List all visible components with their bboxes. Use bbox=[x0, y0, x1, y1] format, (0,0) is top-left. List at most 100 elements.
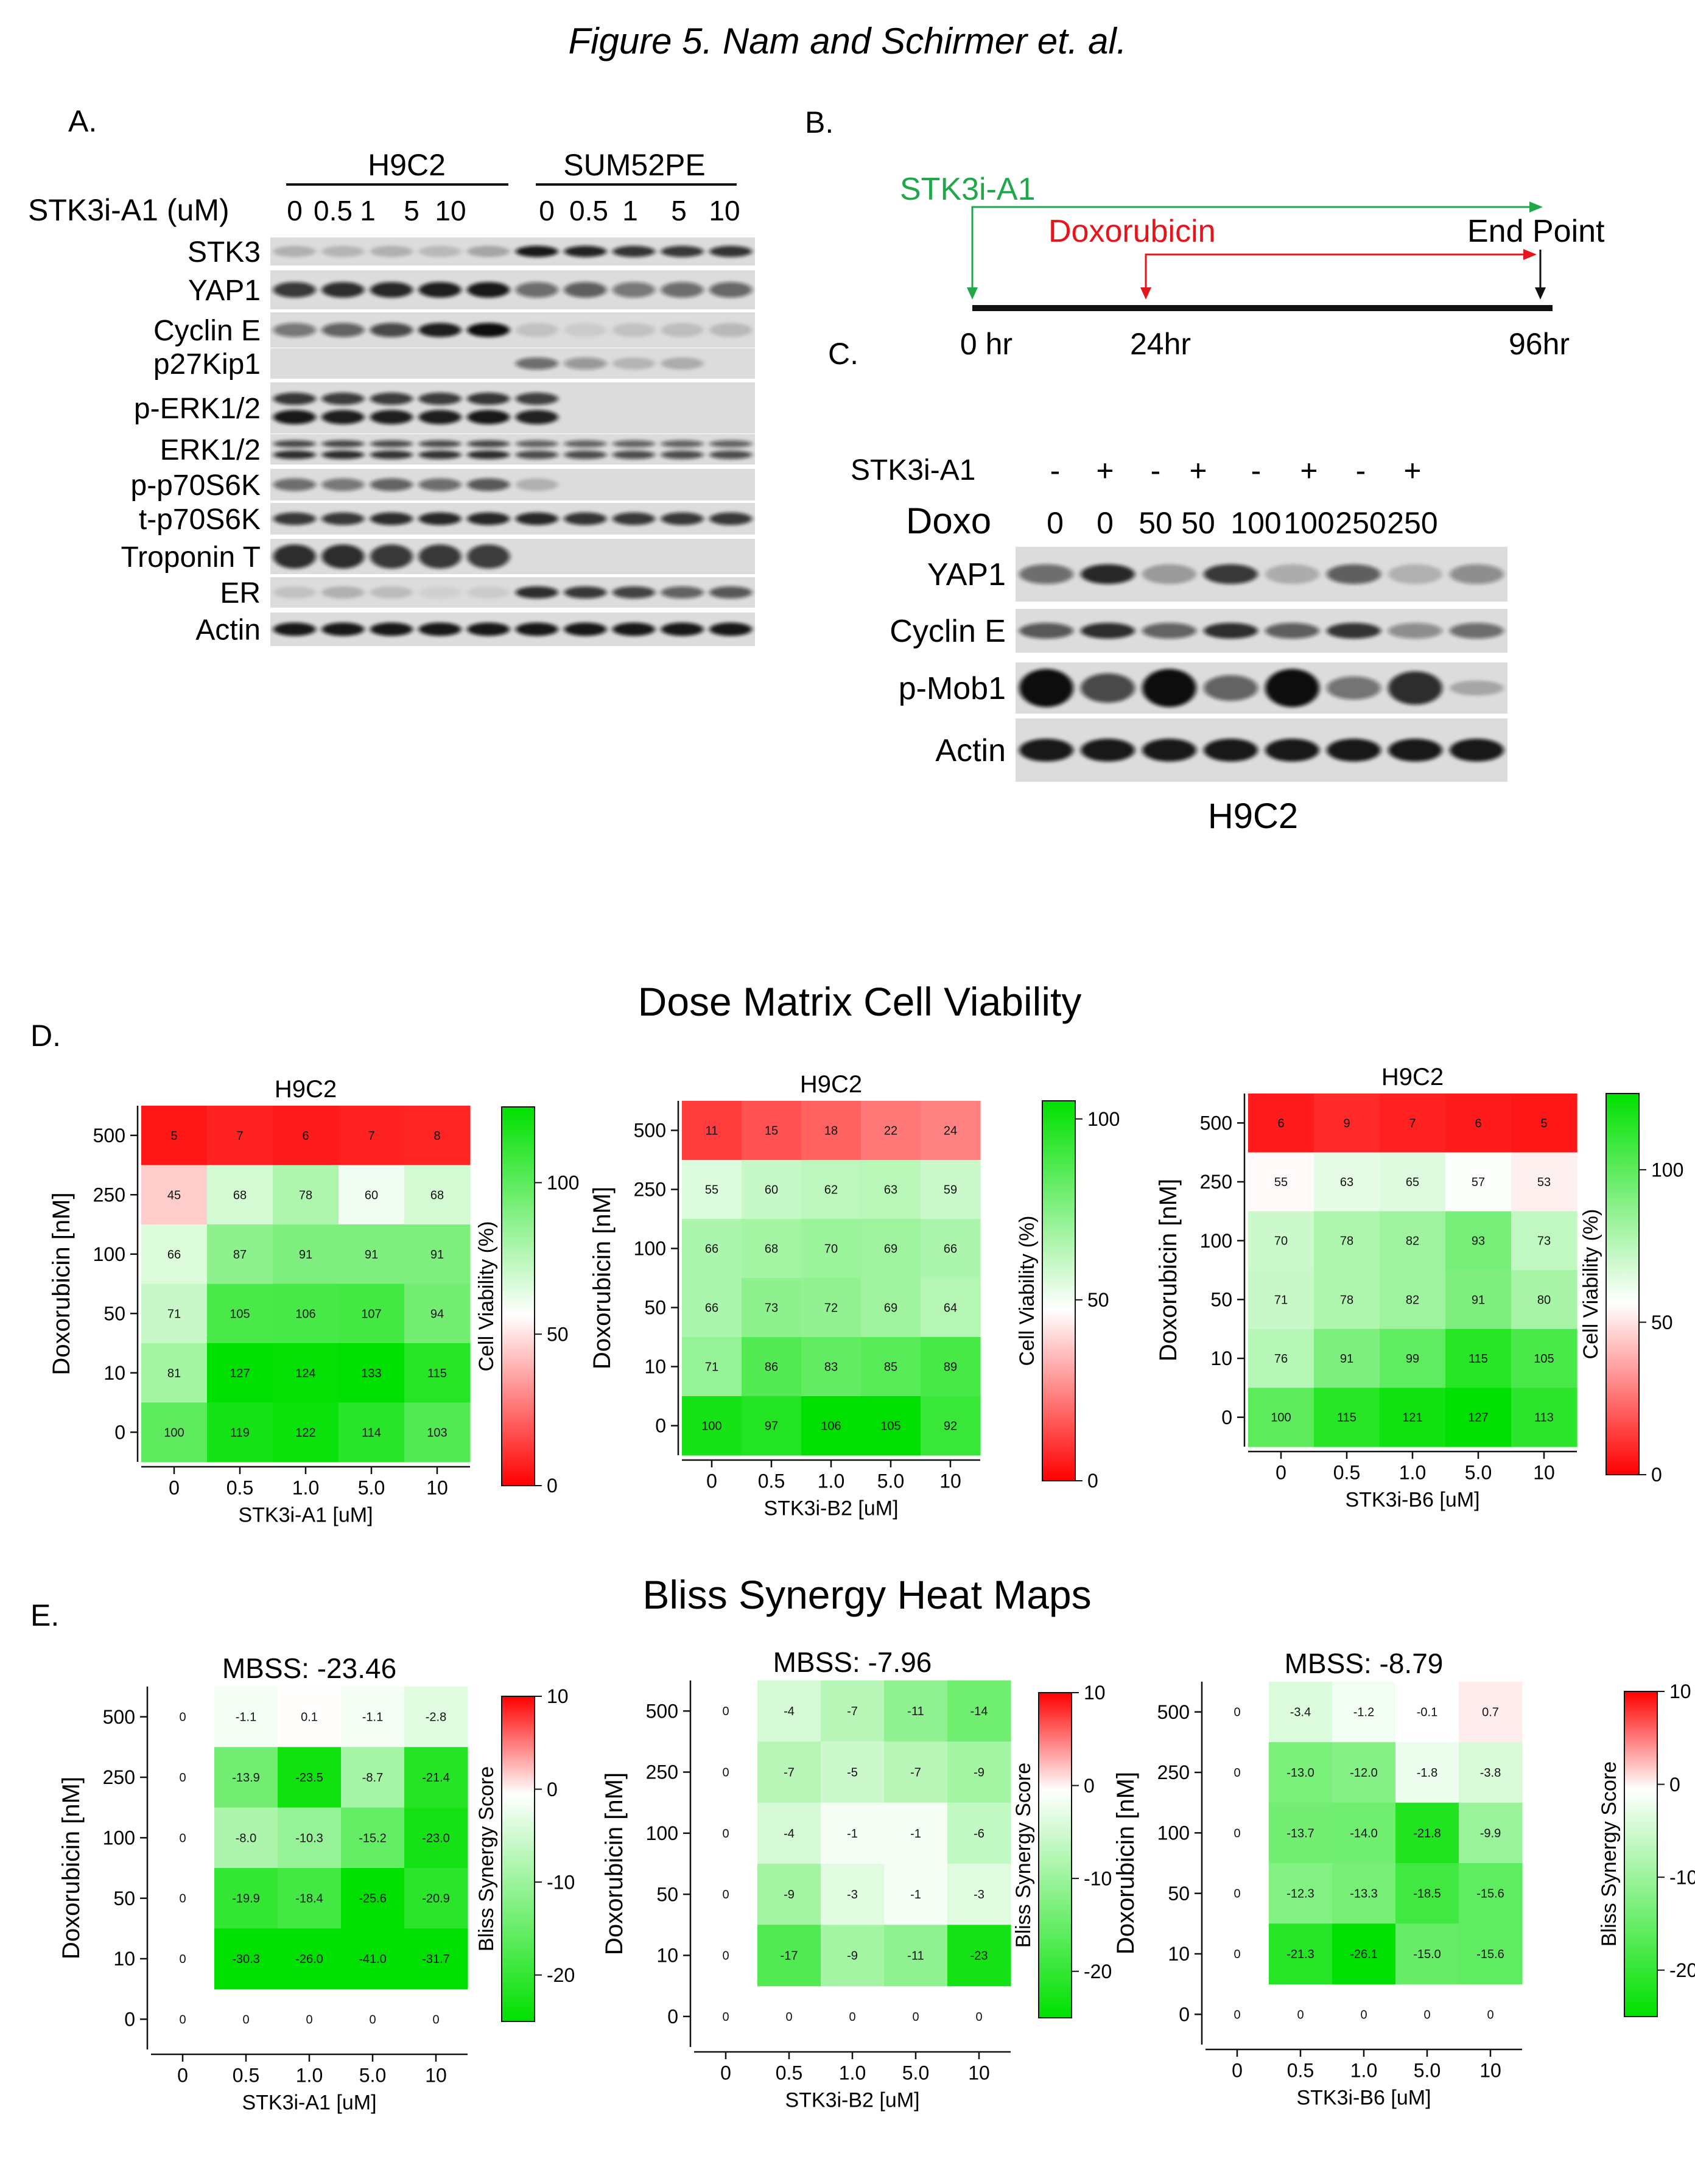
cell-value: 106 bbox=[295, 1307, 315, 1321]
y-tick-label: 0 bbox=[1179, 2004, 1190, 2026]
heatmap-cell bbox=[861, 1160, 921, 1220]
y-axis-label: Doxorubicin [nM] bbox=[1155, 1179, 1182, 1361]
panel-c: C. STK3i-A1 Doxo - + - + - + - +0 0 50 50 100 100 250… bbox=[828, 337, 1507, 836]
band bbox=[661, 622, 704, 636]
cell-value: 68 bbox=[430, 1189, 444, 1202]
blot-label: STK3 bbox=[188, 236, 261, 269]
cell-value: 0 bbox=[1234, 1706, 1240, 1719]
cell-value: 94 bbox=[430, 1307, 444, 1321]
heatmap-cell bbox=[801, 1396, 862, 1456]
band bbox=[370, 451, 413, 459]
y-tick-label: 50 bbox=[1210, 1289, 1232, 1311]
panel-c-letter: C. bbox=[828, 337, 858, 371]
heatmap-cell bbox=[1248, 1094, 1314, 1153]
band bbox=[1450, 680, 1504, 696]
band bbox=[1081, 623, 1135, 639]
band bbox=[564, 323, 607, 337]
x-tick-label: 5.0 bbox=[359, 2065, 386, 2087]
cell-value: 6 bbox=[1475, 1117, 1481, 1130]
y-tick-label: 10 bbox=[113, 1948, 135, 1970]
heatmap-cell bbox=[1332, 1802, 1396, 1864]
colorbar-label: Bliss Synergy Score bbox=[1012, 1763, 1035, 1948]
y-axis-label: Doxorubicin [nM] bbox=[48, 1192, 75, 1375]
cell-value: -14.0 bbox=[1350, 1827, 1378, 1840]
cell-value: 57 bbox=[1472, 1176, 1485, 1189]
heatmap-cell bbox=[801, 1101, 862, 1160]
dose-label: 1 bbox=[360, 195, 376, 226]
band bbox=[709, 323, 753, 337]
x-tick-label: 5.0 bbox=[877, 1470, 904, 1492]
y-tick-label: 50 bbox=[644, 1297, 666, 1319]
y-tick-label: 500 bbox=[1157, 1701, 1190, 1723]
band bbox=[612, 282, 656, 298]
cell-value: -13.9 bbox=[232, 1771, 260, 1785]
band bbox=[709, 245, 753, 258]
colorbar-tick-label: 50 bbox=[547, 1323, 569, 1345]
cell-value: -25.6 bbox=[359, 1892, 387, 1906]
band bbox=[1265, 739, 1319, 762]
cell-value: 86 bbox=[765, 1361, 778, 1374]
cell-value: -12.0 bbox=[1350, 1766, 1378, 1780]
cell-value: 78 bbox=[299, 1189, 312, 1202]
colorbar-tick-label: -20 bbox=[1084, 1961, 1112, 1982]
y-tick-label: 100 bbox=[1157, 1822, 1190, 1844]
band bbox=[661, 323, 704, 337]
heatmap-cell bbox=[141, 1283, 208, 1344]
heatmap-cell bbox=[1445, 1094, 1512, 1153]
c-row2-value: 250 bbox=[1387, 506, 1437, 540]
colorbar-tick-label: 10 bbox=[547, 1685, 569, 1707]
cell-value: -8.0 bbox=[236, 1831, 256, 1845]
heatmap-cell bbox=[273, 1343, 339, 1403]
cell-value: 66 bbox=[705, 1302, 718, 1315]
heatmap-cell bbox=[278, 1807, 342, 1869]
cell-value: 121 bbox=[1402, 1411, 1422, 1425]
heatmap-cell bbox=[1380, 1388, 1446, 1447]
cell-value: 69 bbox=[884, 1243, 897, 1256]
colorbar-gradient bbox=[1038, 1692, 1072, 2018]
cell-value: 7 bbox=[236, 1129, 243, 1143]
heatmap-cell bbox=[1248, 1211, 1314, 1271]
band bbox=[515, 282, 558, 298]
blot-membrane bbox=[270, 434, 755, 465]
heatmap-cell bbox=[921, 1337, 981, 1397]
cell-value: 114 bbox=[362, 1426, 381, 1439]
cell-value: 0 bbox=[179, 2013, 186, 2026]
cell-value: 0 bbox=[912, 2010, 919, 2024]
heatmap-cell bbox=[404, 1343, 471, 1403]
band bbox=[612, 451, 656, 459]
band bbox=[370, 622, 413, 636]
cell-value: 82 bbox=[1406, 1293, 1419, 1307]
cell-value: -1.1 bbox=[236, 1711, 256, 1724]
band bbox=[273, 282, 316, 298]
heatmap-cell bbox=[341, 1928, 405, 1990]
heatmap-cell bbox=[1459, 1863, 1523, 1924]
heatmap-cell bbox=[821, 1925, 885, 1987]
y-tick-label: 500 bbox=[93, 1125, 125, 1146]
cell-value: -13.0 bbox=[1286, 1766, 1314, 1780]
cell-value: 15 bbox=[765, 1125, 778, 1138]
heatmap-cell bbox=[821, 1802, 885, 1864]
bliss-heatmap: MBSS: -23.46 0 -1.1 0.1 -1.1 -2.8 0 -13.9 -23.5 -… bbox=[58, 1652, 575, 2114]
cell-value: -23.5 bbox=[295, 1771, 323, 1785]
heatmap-cell bbox=[1380, 1211, 1446, 1271]
heatmap-cell bbox=[682, 1101, 742, 1160]
cell-value: 66 bbox=[167, 1248, 181, 1262]
cell-value: -12.3 bbox=[1286, 1887, 1314, 1901]
cell-value: -26.0 bbox=[295, 1953, 323, 1966]
heatmap-cell bbox=[1248, 1270, 1314, 1330]
endpoint-label: End Point bbox=[1467, 214, 1605, 249]
cell-value: 0 bbox=[1423, 2008, 1430, 2021]
heatmap-cell bbox=[757, 1802, 821, 1864]
heatmap-cell bbox=[141, 1343, 208, 1403]
heatmap-title: MBSS: -8.79 bbox=[1285, 1648, 1444, 1679]
treatment-label: STK3i-A1 (uM) bbox=[28, 193, 230, 227]
colorbar-gradient bbox=[501, 1106, 535, 1486]
band bbox=[564, 586, 607, 599]
band bbox=[661, 586, 704, 599]
heatmap-cell bbox=[1380, 1270, 1446, 1330]
heatmap-cell bbox=[1314, 1329, 1380, 1388]
cell-value: 7 bbox=[1409, 1117, 1416, 1130]
heatmap-cell bbox=[1395, 1802, 1459, 1864]
heatmap-cell bbox=[1314, 1152, 1380, 1212]
